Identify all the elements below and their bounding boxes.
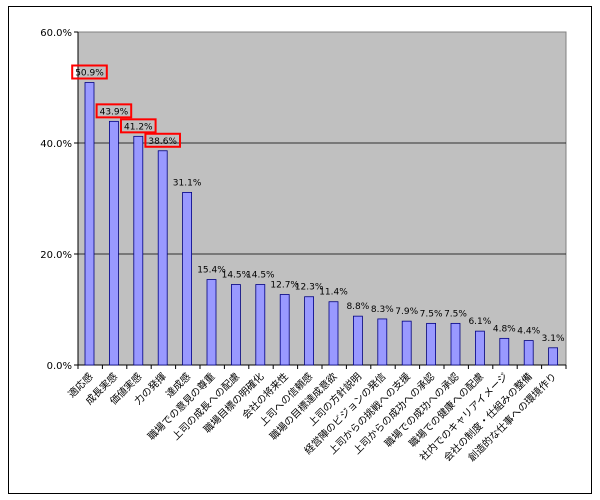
data-label: 38.6% <box>148 137 177 147</box>
bar <box>206 279 217 366</box>
bar <box>109 120 119 366</box>
y-tick-label: 40.0% <box>40 139 72 150</box>
data-label: 7.9% <box>395 307 418 317</box>
data-label: 3.1% <box>542 334 565 344</box>
data-label: 11.4% <box>319 288 348 298</box>
plot-background <box>77 31 567 366</box>
bar <box>474 330 485 366</box>
data-label: 14.5% <box>222 271 251 281</box>
data-label: 7.5% <box>444 309 467 319</box>
bar <box>84 82 95 366</box>
highlight-box <box>71 64 108 80</box>
bar <box>157 150 168 366</box>
highlight-box <box>120 118 157 134</box>
bar <box>523 340 534 366</box>
data-label: 31.1% <box>173 178 202 188</box>
bar <box>182 191 193 366</box>
bar <box>426 322 437 366</box>
bar-series <box>84 82 558 366</box>
bar <box>499 337 510 366</box>
bar <box>255 284 266 366</box>
category-labels: 適応感成長実感価値実感力の発揮達成感職場での意見の尊重上司の成長への配慮職場目標… <box>65 370 559 464</box>
bar <box>548 347 558 366</box>
bar <box>230 284 241 366</box>
bar <box>450 322 461 366</box>
data-label: 12.7% <box>270 281 299 291</box>
data-label: 8.3% <box>371 305 394 315</box>
data-label: 8.8% <box>346 302 369 312</box>
bar <box>133 135 144 366</box>
highlight-box <box>144 132 181 148</box>
y-tick-label: 20.0% <box>40 250 72 261</box>
data-label: 15.4% <box>197 266 226 276</box>
data-label: 43.9% <box>100 107 129 117</box>
data-labels: 50.9%43.9%41.2%38.6%31.1%15.4%14.5%14.5%… <box>71 64 565 344</box>
bar <box>328 301 339 366</box>
y-tick-label: 60.0% <box>40 28 72 39</box>
y-tick-label: 0.0% <box>47 361 72 372</box>
data-label: 50.9% <box>75 69 104 79</box>
data-label: 7.5% <box>420 309 443 319</box>
data-label: 4.4% <box>517 327 540 337</box>
data-label: 4.8% <box>493 324 516 334</box>
data-label: 12.3% <box>295 283 324 293</box>
highlight-box <box>95 103 133 119</box>
data-label: 14.5% <box>246 271 275 281</box>
data-label: 41.2% <box>124 122 153 132</box>
bar <box>304 296 315 366</box>
data-label: 6.1% <box>468 317 491 327</box>
plot-area <box>77 31 567 366</box>
bar <box>401 320 412 366</box>
bar <box>352 315 363 366</box>
bar <box>279 294 290 366</box>
bar <box>377 318 388 366</box>
